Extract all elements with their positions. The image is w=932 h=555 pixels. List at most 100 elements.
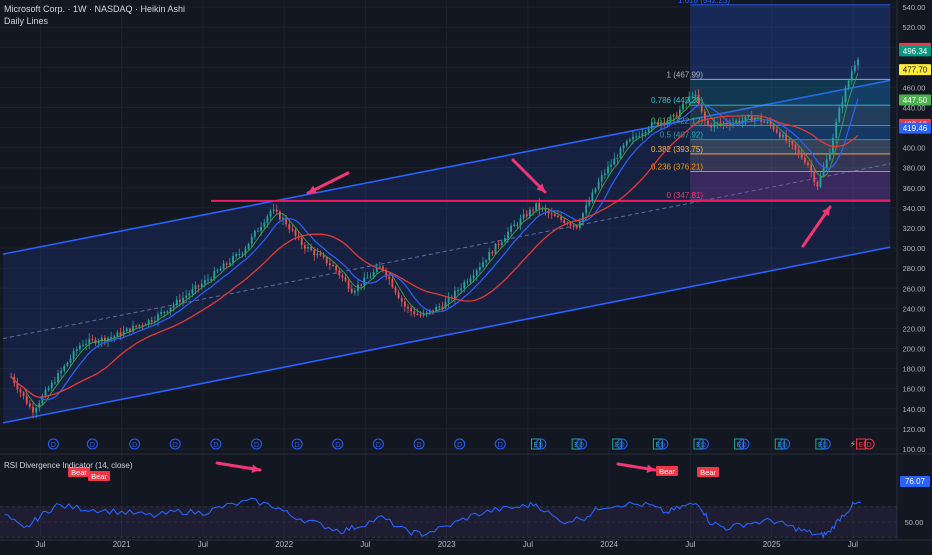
candle-body bbox=[400, 297, 403, 302]
candle-body bbox=[75, 349, 78, 352]
candle-body bbox=[103, 337, 106, 342]
candle-body bbox=[266, 216, 269, 223]
candle-body bbox=[360, 284, 363, 286]
bear-label-box bbox=[656, 466, 678, 476]
candle-body bbox=[591, 192, 594, 202]
candle-body bbox=[419, 314, 422, 316]
candle-body bbox=[291, 229, 294, 231]
candle-body bbox=[772, 124, 775, 130]
dividend-marker: D bbox=[494, 438, 506, 450]
candle-body bbox=[244, 248, 247, 254]
candle-body bbox=[582, 213, 584, 223]
candle-body bbox=[403, 301, 406, 307]
candle-body bbox=[91, 338, 94, 340]
price-axis-tick: 440.00 bbox=[903, 103, 926, 112]
marker-letter: D bbox=[579, 442, 584, 449]
rsi-value-tag: 76.07 bbox=[900, 476, 930, 487]
candle-body bbox=[538, 203, 541, 210]
candle-body bbox=[344, 277, 347, 281]
dividend-marker-circle bbox=[576, 438, 587, 450]
candle-body bbox=[88, 338, 91, 344]
marker-letter: E bbox=[859, 442, 864, 449]
candle-body bbox=[557, 215, 559, 217]
candle-body bbox=[703, 111, 706, 121]
candle-body bbox=[625, 141, 628, 146]
candle-body bbox=[641, 133, 644, 137]
price-axis-background bbox=[897, 0, 932, 550]
candle-body bbox=[503, 238, 506, 242]
candle-body bbox=[563, 219, 566, 224]
candle-body bbox=[766, 121, 769, 123]
candle-body bbox=[294, 229, 297, 236]
candle-body bbox=[250, 236, 253, 244]
candle-body bbox=[300, 237, 303, 246]
candle-body bbox=[47, 388, 50, 390]
dividend-marker: D bbox=[616, 438, 628, 450]
candle-body bbox=[435, 307, 438, 312]
candle-body bbox=[369, 276, 372, 278]
candle-body bbox=[607, 166, 609, 174]
marker-letter: D bbox=[620, 442, 625, 449]
dividend-marker-circle bbox=[535, 438, 547, 450]
candle-body bbox=[219, 268, 222, 271]
candle-body bbox=[500, 241, 503, 245]
dividend-marker-circle bbox=[47, 438, 59, 450]
bear-label-box bbox=[68, 467, 90, 477]
marker-letter: D bbox=[782, 442, 787, 449]
candle-body bbox=[110, 337, 113, 339]
candle-body bbox=[707, 120, 709, 125]
candle-body bbox=[132, 325, 134, 332]
dividend-marker: D bbox=[413, 438, 425, 450]
candle-body bbox=[135, 325, 138, 327]
candle-body bbox=[332, 264, 334, 266]
candle-body bbox=[78, 345, 81, 350]
fib-band bbox=[690, 4, 891, 80]
candle-body bbox=[844, 88, 847, 103]
candle-body bbox=[482, 262, 484, 267]
candle-body bbox=[113, 336, 116, 338]
candle-body bbox=[632, 136, 634, 140]
candle-body bbox=[63, 365, 66, 371]
time-axis-tick: 2024 bbox=[600, 540, 618, 549]
candle-body bbox=[469, 278, 472, 282]
price-tag: 419.46 bbox=[899, 122, 931, 134]
arrow-shaft bbox=[801, 205, 832, 248]
marker-letter: D bbox=[132, 442, 137, 449]
candle-body bbox=[710, 124, 713, 128]
candle-body bbox=[603, 173, 606, 176]
marker-letter: D bbox=[701, 442, 706, 449]
candle-body bbox=[488, 252, 491, 261]
candle-body bbox=[285, 217, 288, 225]
candle-body bbox=[100, 337, 103, 342]
candle-body bbox=[550, 213, 553, 215]
arrow-head bbox=[821, 207, 830, 216]
dividend-marker-circle bbox=[494, 438, 506, 450]
candle-body bbox=[666, 120, 669, 124]
price-axis-tick: 260.00 bbox=[903, 284, 926, 293]
candle-body bbox=[813, 171, 816, 182]
candle-body bbox=[528, 209, 531, 217]
marker-letter: D bbox=[538, 442, 543, 449]
dividend-marker-circle bbox=[251, 438, 262, 450]
split-marker: ⚡ bbox=[850, 439, 856, 449]
rsi-indicator-label[interactable]: RSI Divergence Indicator (14, close) bbox=[4, 461, 133, 470]
candle-body bbox=[178, 299, 181, 303]
candle-body bbox=[432, 310, 434, 312]
candle-body bbox=[25, 395, 28, 404]
annotation-arrow bbox=[511, 158, 547, 194]
candle-body bbox=[444, 301, 447, 308]
candle-body bbox=[847, 80, 850, 89]
candle-body bbox=[353, 290, 356, 293]
candle-body bbox=[172, 304, 175, 308]
candle-body bbox=[735, 120, 738, 123]
annotation-arrow bbox=[801, 205, 832, 248]
earnings-marker-box bbox=[571, 438, 582, 450]
candle-body bbox=[169, 307, 172, 312]
candle-body bbox=[378, 266, 381, 268]
candle-body bbox=[222, 263, 225, 269]
candle-body bbox=[622, 145, 625, 149]
candle-body bbox=[647, 128, 650, 132]
candle-body bbox=[691, 96, 694, 98]
